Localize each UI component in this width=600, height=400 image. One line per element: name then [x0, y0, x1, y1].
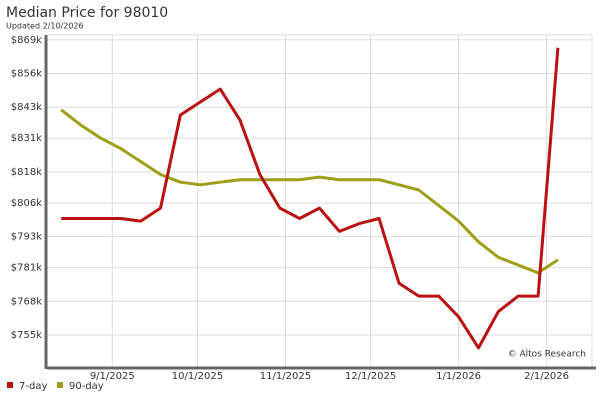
y-tick-label: $768k	[11, 296, 42, 307]
legend-swatch	[7, 382, 13, 388]
y-tick-label: $755k	[11, 330, 42, 341]
x-tick-label: 1/1/2026	[436, 371, 481, 382]
y-tick-label: $806k	[11, 198, 42, 209]
x-tick-label: 10/1/2025	[172, 371, 223, 382]
line-series	[60, 108, 559, 275]
watermark: © Altos Research	[508, 350, 586, 360]
y-tick-label: $793k	[11, 232, 42, 243]
y-tick-label: $781k	[11, 263, 42, 274]
legend-swatch	[57, 382, 63, 388]
plot-area	[46, 34, 593, 368]
legend-label: 7-day	[19, 381, 47, 392]
x-tick-label: 2/1/2026	[524, 371, 569, 382]
line-series	[61, 47, 560, 350]
y-tick-label: $831k	[11, 133, 42, 144]
legend-label: 90-day	[69, 381, 104, 392]
chart-title: Median Price for 98010	[6, 5, 168, 21]
x-tick-label: 9/1/2025	[90, 371, 135, 382]
x-tick-label: 12/1/2025	[345, 371, 396, 382]
x-tick-label: 11/1/2025	[260, 371, 311, 382]
y-tick-label: $856k	[11, 69, 42, 80]
y-tick-label: $818k	[11, 167, 42, 178]
chart-subtitle: Updated 2/10/2026	[6, 22, 84, 31]
y-tick-label: $869k	[11, 35, 42, 46]
y-tick-label: $843k	[11, 102, 42, 113]
